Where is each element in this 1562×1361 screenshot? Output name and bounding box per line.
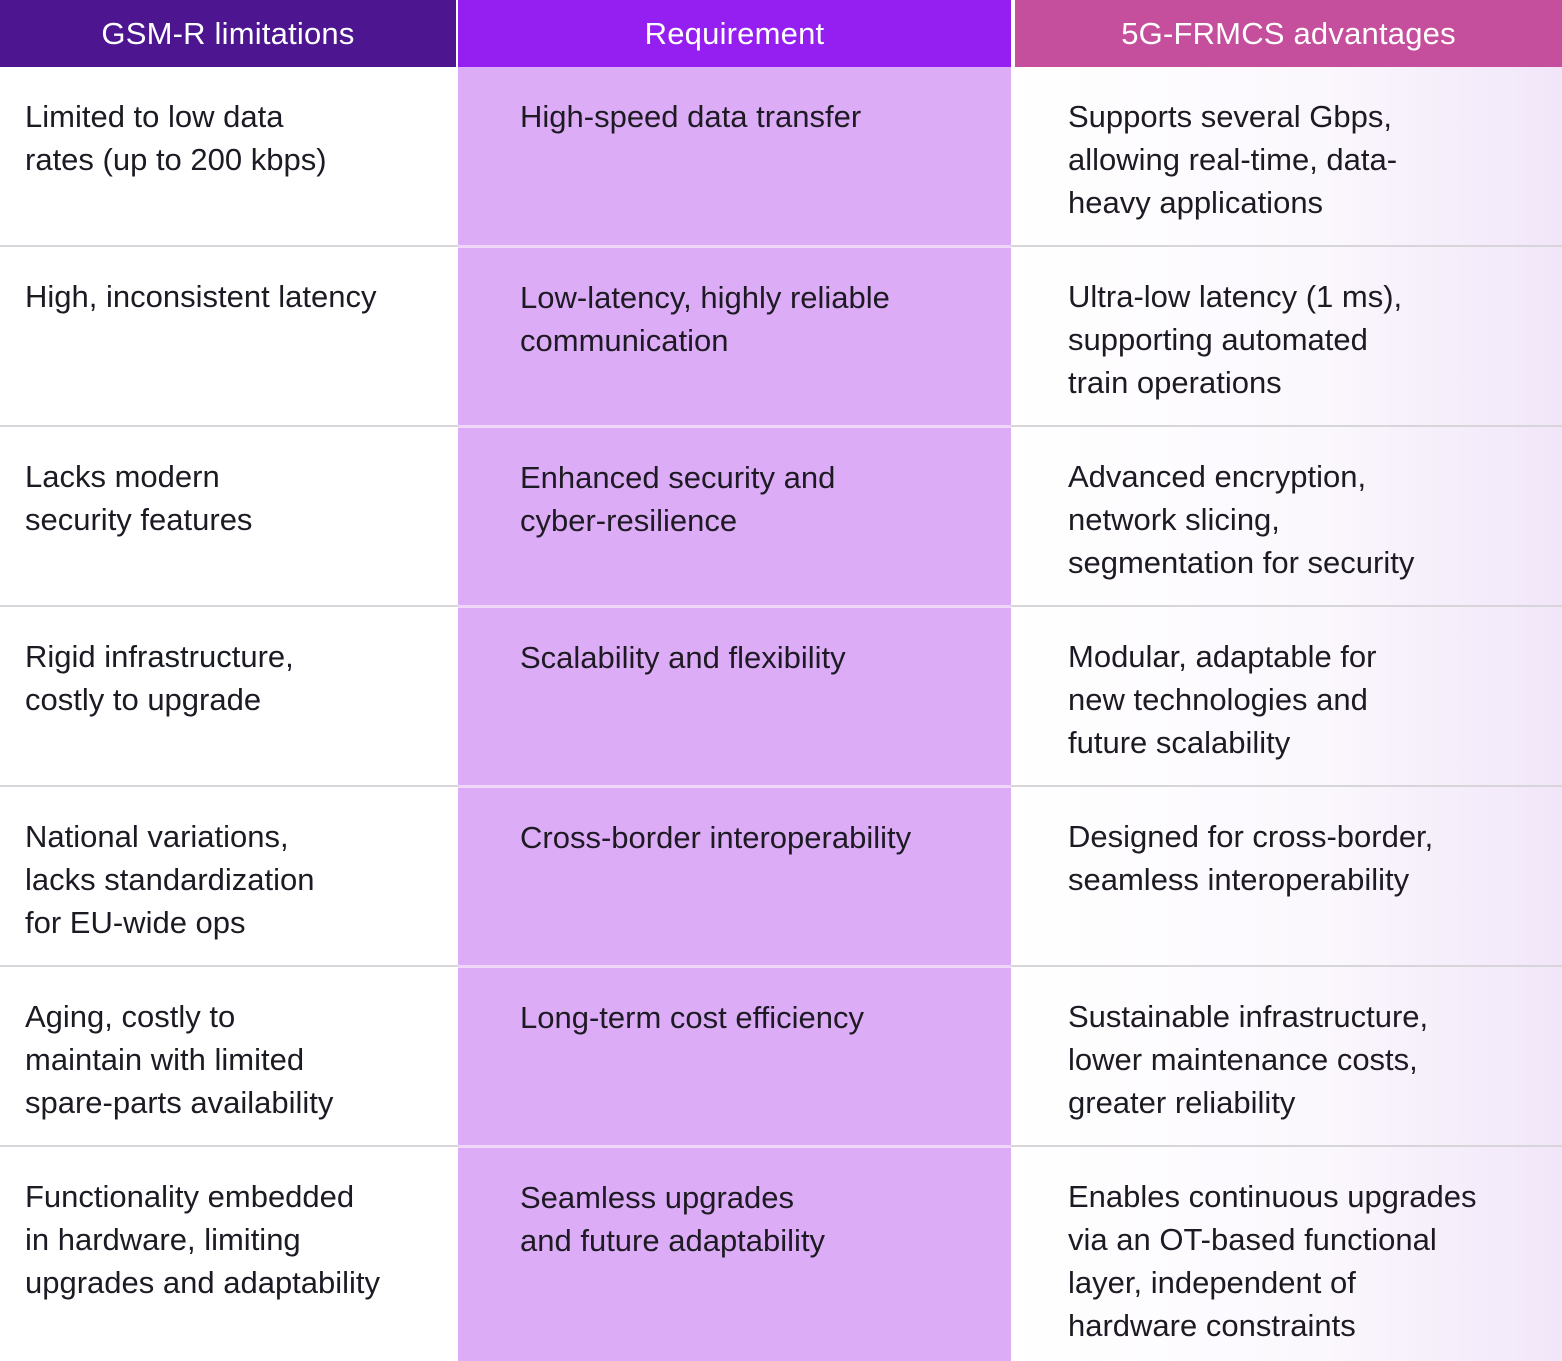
cell-text-line: new technologies and [1068, 682, 1368, 717]
5g-advantage-cell: Advanced encryption, network slicing, segm… [1011, 427, 1562, 605]
cell-text-line: heavy applications [1068, 185, 1324, 220]
cell-text-line: Limited to low data [25, 99, 284, 134]
cell-text-line: spare-parts availability [25, 1085, 334, 1120]
header-requirement: Requirement [458, 0, 1011, 67]
5g-advantage-cell: Supports several Gbps, allowing real-time… [1011, 67, 1562, 245]
cell-text-line: hardware constraints [1068, 1308, 1356, 1343]
cell-text-line: Functionality embedded [25, 1179, 355, 1214]
cell-text-line: High, inconsistent latency [25, 279, 377, 314]
cell-text-line: National variations, [25, 819, 289, 854]
table-row: Limited to low data rates (up to 200 kbps… [0, 67, 1562, 247]
cell-text-line: maintain with limited [25, 1042, 305, 1077]
cell-text-line: seamless interoperability [1068, 862, 1410, 897]
table-row: Functionality embedded in hardware, limit… [0, 1145, 1562, 1361]
cell-text-line: train operations [1068, 365, 1282, 400]
cell-text-line: security features [25, 502, 253, 537]
table-body: Limited to low data rates (up to 200 kbps… [0, 67, 1562, 1361]
gsmr-limitation-cell: Limited to low data rates (up to 200 kbps… [0, 67, 456, 245]
header-gsmr-limitations: GSM-R limitations [0, 0, 456, 67]
cell-text-line: Long-term cost efficiency [520, 1000, 865, 1035]
requirement-cell: Seamless upgrades and future adaptability [458, 1145, 1011, 1361]
cell-text-line: lacks standardization [25, 862, 315, 897]
requirement-cell: Enhanced security and cyber-resilience [458, 425, 1011, 605]
cell-text-line: Ultra-low latency (1 ms), [1068, 279, 1403, 314]
cell-text-line: greater reliability [1068, 1085, 1296, 1120]
cell-text-line: Supports several Gbps, [1068, 99, 1392, 134]
gsmr-limitation-cell: Aging, costly to maintain with limited spa… [0, 967, 456, 1145]
cell-text-line: upgrades and adaptability [25, 1265, 381, 1300]
gsmr-limitation-cell: Functionality embedded in hardware, limit… [0, 1147, 456, 1361]
table-row: National variations, lacks standardizatio… [0, 785, 1562, 967]
cell-text-line: communication [520, 323, 729, 358]
cell-text-line: Modular, adaptable for [1068, 639, 1377, 674]
requirement-cell: High-speed data transfer [458, 67, 1011, 245]
header-5g-frmcs-advantages: 5G-FRMCS advantages [1015, 0, 1562, 67]
requirement-cell: Cross-border interoperability [458, 785, 1011, 965]
cell-text-line: in hardware, limiting [25, 1222, 301, 1257]
cell-text-line: Cross-border interoperability [520, 820, 912, 855]
cell-text-line: Advanced encryption, [1068, 459, 1367, 494]
cell-text-line: allowing real-time, data- [1068, 142, 1398, 177]
cell-text-line: Sustainable infrastructure, [1068, 999, 1429, 1034]
cell-text-line: future scalability [1068, 725, 1291, 760]
cell-text-line: Aging, costly to [25, 999, 236, 1034]
cell-text-line: network slicing, [1068, 502, 1280, 537]
5g-advantage-cell: Modular, adaptable for new technologies a… [1011, 607, 1562, 785]
table-row: High, inconsistent latency Low-latency, h… [0, 245, 1562, 427]
gsmr-limitation-cell: Rigid infrastructure, costly to upgrade [0, 607, 456, 785]
5g-advantage-cell: Sustainable infrastructure, lower mainten… [1011, 967, 1562, 1145]
requirement-cell: Long-term cost efficiency [458, 965, 1011, 1145]
cell-text-line: Enhanced security and [520, 460, 836, 495]
cell-text-line: Lacks modern [25, 459, 220, 494]
cell-text-line: Low-latency, highly reliable [520, 280, 890, 315]
cell-text-line: supporting automated [1068, 322, 1368, 357]
5g-advantage-cell: Enables continuous upgrades via an OT-bas… [1011, 1147, 1562, 1361]
cell-text-line: Seamless upgrades [520, 1180, 794, 1215]
gsmr-limitation-cell: National variations, lacks standardizatio… [0, 787, 456, 965]
cell-text-line: for EU-wide ops [25, 905, 246, 940]
5g-advantage-cell: Ultra-low latency (1 ms), supporting auto… [1011, 247, 1562, 425]
cell-text-line: rates (up to 200 kbps) [25, 142, 327, 177]
requirement-cell: Scalability and flexibility [458, 605, 1011, 785]
gsmr-limitation-cell: High, inconsistent latency [0, 247, 456, 425]
requirement-cell: Low-latency, highly reliable communicatio… [458, 245, 1011, 425]
cell-text-line: Designed for cross-border, [1068, 819, 1434, 854]
cell-text-line: High-speed data transfer [520, 99, 862, 134]
cell-text-line: via an OT-based functional [1068, 1222, 1437, 1257]
table-row: Aging, costly to maintain with limited spa… [0, 965, 1562, 1147]
cell-text-line: cyber-resilience [520, 503, 738, 538]
cell-text-line: Enables continuous upgrades [1068, 1179, 1477, 1214]
cell-text-line: Scalability and flexibility [520, 640, 846, 675]
gsmr-limitation-cell: Lacks modern security features [0, 427, 456, 605]
cell-text-line: costly to upgrade [25, 682, 262, 717]
cell-text-line: layer, independent of [1068, 1265, 1356, 1300]
table-header-row: GSM-R limitations Requirement 5G-FRMCS a… [0, 0, 1562, 67]
cell-text-line: segmentation for security [1068, 545, 1415, 580]
cell-text-line: lower maintenance costs, [1068, 1042, 1418, 1077]
table-row: Lacks modern security features Enhanced se… [0, 425, 1562, 607]
table-row: Rigid infrastructure, costly to upgrade Sc… [0, 605, 1562, 787]
5g-advantage-cell: Designed for cross-border, seamless inter… [1011, 787, 1562, 965]
cell-text-line: Rigid infrastructure, [25, 639, 294, 674]
cell-text-line: and future adaptability [520, 1223, 826, 1258]
